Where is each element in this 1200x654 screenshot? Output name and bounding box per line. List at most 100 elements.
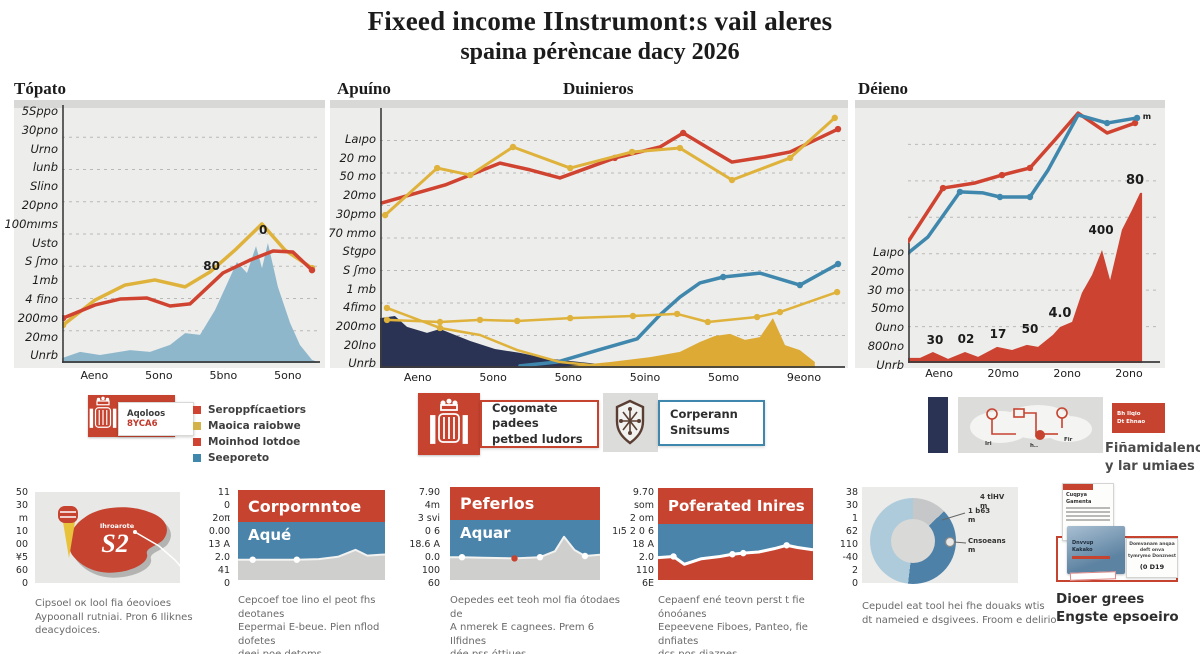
page-title: Fixeed income IInstrumont:s vail aleres … [0, 6, 1200, 66]
list-item: 9.70 [632, 487, 654, 498]
svg-text:h..: h.. [1030, 443, 1038, 449]
corporate-stamp-text-box: Cogomate padees petbed ludors [480, 400, 599, 448]
chart2-y-axis-labels: Laıpo 20 mo 50 mo 20mo 30pmo 70 mmo Stgpo S ʃmo… [328, 132, 376, 371]
chart3-y-axis-labels: Laıpo 20mo 30 mo 50mo 0uno 800no Unrb [867, 245, 904, 372]
list-item: 00 [15, 539, 28, 550]
list-item: 0 [223, 500, 230, 511]
list-item: m [18, 513, 28, 524]
list-item: m [968, 516, 976, 525]
list-item: 6E [641, 578, 654, 589]
donut-annotation-3: Cnsoeans m [968, 537, 1006, 555]
list-item: Dt Ehnao [1117, 419, 1146, 425]
list-item: Eepeevene Fiboes, Panteo, fie dnfiates [658, 622, 808, 647]
title-line-1: Fixeed income IInstrumont:s vail aleres [367, 6, 833, 36]
list-item: m [968, 546, 976, 555]
paper-title: Cuqpya Gamenta [1063, 490, 1113, 505]
legend-swatch [193, 406, 201, 414]
blue-brochure: Dnvvup Kakako [1067, 526, 1125, 574]
list-item: 2.0 [638, 552, 654, 563]
shield-stamp-text-box: Corperann Snitsums [658, 400, 765, 446]
card2-header: Corpornntoe [238, 490, 385, 522]
chart1-y-axis-labels: 5Sppo 30pno Urno lunb Slino 20pno 100mıms Usto S… [4, 104, 58, 363]
card6-caption: Dioer grees Engste epsoeiro [1056, 590, 1196, 626]
donut-chart-card: 4 tlHV m 1 b63 m Cnsoeans m [862, 487, 1018, 584]
legend-item: Moinhod lotdoe [193, 436, 306, 448]
list-item: Eepermai E-beue. Pien nflod dofetes [238, 622, 380, 647]
stamp-label-1: Aqoloos [127, 409, 166, 419]
legend-swatch [193, 438, 201, 446]
card2-sparkline [238, 522, 385, 580]
spain-map-icon: Ihroarote S2 [58, 506, 180, 578]
list-item: petbed ludors [492, 431, 583, 446]
paper-red-tab [1063, 484, 1093, 490]
card3-sparkline [450, 520, 600, 580]
legend-label: Seeporeto [208, 452, 270, 464]
legend-item: Maoica raiobwe [193, 420, 306, 432]
list-item: Gamenta [1066, 498, 1092, 505]
stamp-label-2: 8YCA6 [127, 419, 158, 429]
red-info-badge: Bh Ilqio Dt Ehnao [1112, 403, 1165, 433]
legend-item: Seeporeto [193, 452, 306, 464]
legend-swatch [193, 422, 201, 430]
card1-caption: Cipsoel oк lool fia óeovioes Aypoonall ru… [35, 597, 215, 638]
list-item: Kakako [1072, 546, 1093, 553]
svg-text:4.0: 4.0 [1048, 306, 1071, 321]
svg-text:30: 30 [927, 333, 944, 347]
section-header-topato: Tópato [14, 79, 66, 98]
section-header-deieno: Déieno [858, 79, 909, 98]
chart1-x-axis-labels: Aeno 5ono 5bno 5ono [80, 369, 302, 382]
list-item: Cepaenf ené teovn perst t fie ónoóanes [658, 595, 805, 620]
legend-label: Seroppfícaetiors [208, 404, 306, 416]
card3-axis-numbers: 7.90 4m 3 svi 0 6 18.6 A 0.0 100 60 [406, 486, 440, 590]
list-item: Engste epsoeiro [1056, 609, 1179, 626]
right-legend-caption: Fiñamidaleno y lar umiaes [1105, 440, 1200, 476]
card1-axis-numbers: 50 30 m 10 00 ¥5 60 0 [6, 486, 28, 590]
list-item: 1 [851, 513, 858, 524]
list-item: 4 tlHV [980, 493, 1005, 501]
svg-text:Iri: Iri [985, 441, 992, 447]
list-item: deacydoices. [35, 625, 101, 636]
chart3-x-axis-labels: Aeno 20mo 2ono 2ono [925, 367, 1143, 380]
donut-center-label [891, 519, 935, 563]
list-item: 50 [15, 487, 28, 498]
svg-text:80: 80 [203, 259, 220, 273]
list-item: 62 [845, 526, 858, 537]
svg-text:17: 17 [990, 327, 1007, 341]
card3-header: Peferlos [450, 487, 600, 520]
list-item: 100 [421, 565, 440, 576]
chart1-area-line-chart: 80 0 [62, 105, 320, 363]
list-item: 2.0 [214, 552, 230, 563]
list-item: deei poe detoms. [238, 648, 408, 654]
list-item: 2 om [629, 513, 654, 524]
info-box-number: (0 D19 [1139, 562, 1165, 571]
svg-text:0: 0 [259, 223, 267, 237]
list-item: -40 [842, 552, 858, 563]
card4-poferated: Poferated Inires [658, 488, 813, 580]
list-item: ¥5 [15, 552, 28, 563]
shield-stamp-card [603, 393, 658, 452]
spain-map-card: Ihroarote S2 [35, 492, 180, 583]
list-item: dt nameied e dsgivees. Froom e delirio [862, 614, 1057, 626]
flowchart-icon: Iri h.. Fir [970, 405, 1092, 449]
spain-stamp-label-card: Aqoloos 8YCA6 [118, 402, 194, 436]
list-item: 13 A [208, 539, 230, 550]
stacked-cards [1069, 571, 1117, 581]
list-item: 2 [851, 565, 858, 576]
coat-of-arms-icon [89, 396, 117, 428]
list-item: 4m [424, 500, 440, 511]
map-big-label: S2 [101, 529, 128, 558]
card4-axis-numbers: 9.70 som 2 om 1ı5 2 0 6 18 A 2.0 110 6E [604, 486, 654, 590]
list-item: 30 [15, 500, 28, 511]
card4-body [658, 524, 813, 580]
chart3-line-area-chart: 30 02 17 50 4.0 400 80 m [908, 108, 1160, 363]
list-item: Dioer grees [1056, 591, 1145, 607]
list-item: y lar umiaes [1105, 459, 1195, 475]
card2-body: Aqué [238, 522, 385, 580]
list-item: 110 [839, 539, 858, 550]
card3-body: Aquar [450, 520, 600, 580]
legend-item: Seroppfícaetiors [193, 404, 306, 416]
list-item: Cepcoef toe lino el peot fhs deotanes [238, 595, 376, 620]
info-box-lines: Domvanam anqaa deft onva tymrymo Donznest [1127, 539, 1177, 560]
brochure-red-strip [1072, 556, 1110, 559]
card5-caption: Cepudel eat tool hei fhe douaks wtis dt n… [862, 600, 1072, 627]
